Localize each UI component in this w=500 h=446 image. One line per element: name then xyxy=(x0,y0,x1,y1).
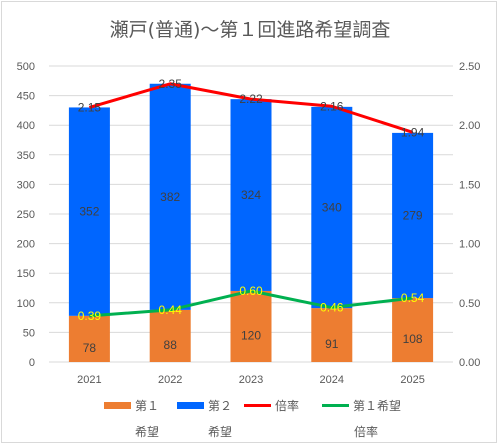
bar-label-second: 324 xyxy=(241,188,261,202)
bar-first-choice xyxy=(68,315,110,362)
y-left-tick-label: 450 xyxy=(17,91,35,103)
y-left-tick-label: 50 xyxy=(23,327,35,339)
legend-swatch-bar xyxy=(177,402,204,409)
bar-second-choice xyxy=(392,132,434,299)
x-tick-label: 2023 xyxy=(239,374,263,386)
bar-label-second: 279 xyxy=(403,208,423,222)
line-label-ratio: 2.35 xyxy=(159,77,183,91)
bars xyxy=(68,83,434,362)
line-label-ratio: 2.22 xyxy=(239,92,263,106)
chart-title: 瀬戸(普通)〜第１回進路希望調査 xyxy=(110,19,391,41)
lines xyxy=(88,82,414,318)
x-tick-label: 2021 xyxy=(77,374,101,386)
line-label-first-ratio: 0.39 xyxy=(78,309,102,323)
bar-first-choice xyxy=(392,298,434,362)
bar-label-second: 352 xyxy=(79,205,99,219)
legend-item: 倍率 xyxy=(244,398,299,413)
y-left-tick-label: 350 xyxy=(17,150,35,162)
y-left-tick-label: 250 xyxy=(17,209,35,221)
y-left-tick-label: 0 xyxy=(29,357,35,369)
y-left-tick-label: 100 xyxy=(17,298,35,310)
bar-label-first: 108 xyxy=(403,332,423,346)
line-label-ratio: 1.94 xyxy=(401,125,425,139)
x-tick-label: 2025 xyxy=(400,374,424,386)
y-right-tick-label: 1.00 xyxy=(459,239,480,251)
line-label-first-ratio: 0.46 xyxy=(320,301,344,315)
bar-label-second: 340 xyxy=(322,200,342,214)
bar-label-first: 88 xyxy=(164,338,178,352)
y-left-tick-label: 200 xyxy=(17,239,35,251)
line-label-first-ratio: 0.60 xyxy=(239,284,263,298)
line-first-ratio xyxy=(89,289,413,318)
bar-first-choice xyxy=(149,309,191,362)
y-left-tick-label: 500 xyxy=(17,61,35,73)
y-right-tick-label: 2.00 xyxy=(459,120,480,132)
legend-label: 第１希望 xyxy=(353,398,401,413)
bar-first-choice xyxy=(230,290,272,362)
line-label-first-ratio: 0.54 xyxy=(401,291,425,305)
bar-label-first: 78 xyxy=(83,341,97,355)
bar-second-choice xyxy=(230,99,272,291)
y-left-tick-label: 400 xyxy=(17,120,35,132)
legend-swatch-bar xyxy=(104,402,131,409)
legend-label: 第２ xyxy=(208,399,232,413)
legend-item: 第１ 希望 xyxy=(104,399,159,439)
line-ratio xyxy=(88,82,414,134)
line-label-first-ratio: 0.44 xyxy=(159,303,183,317)
y-right-tick-label: 2.50 xyxy=(459,61,480,73)
bar-label-first: 120 xyxy=(241,328,261,342)
bar-second-choice xyxy=(68,107,110,316)
y-right-tick-label: 0.50 xyxy=(459,298,480,310)
x-tick-label: 2022 xyxy=(158,374,182,386)
legend-label-line2: 倍率 xyxy=(354,424,378,439)
line-label-ratio: 2.16 xyxy=(320,99,344,113)
y-left-tick-label: 150 xyxy=(17,268,35,280)
data-labels: 78 352 88 382 120 324 91 340 108 279 2.15 2.35 2.22 2… xyxy=(78,77,425,355)
bar-label-first: 91 xyxy=(325,337,339,351)
y-right-tick-label: 1.50 xyxy=(459,179,480,191)
axes: 0 50 100 150 200 250 300 350 400 450 500 0.00 0.50 1.… xyxy=(17,61,481,386)
bar-first-choice xyxy=(311,308,353,362)
legend-label-line2: 希望 xyxy=(208,424,232,439)
legend-label: 第１ xyxy=(135,399,159,413)
y-right-tick-label: 0.00 xyxy=(459,357,480,369)
y-left-tick-label: 300 xyxy=(17,179,35,191)
bar-second-choice xyxy=(311,106,353,309)
line-label-ratio: 2.15 xyxy=(78,100,102,114)
bar-label-second: 382 xyxy=(160,190,180,204)
bar-second-choice xyxy=(149,83,191,310)
legend-item: 第２ 希望 xyxy=(177,399,232,439)
x-tick-label: 2024 xyxy=(320,374,344,386)
legend-label: 倍率 xyxy=(275,398,299,413)
legend-label-line2: 希望 xyxy=(135,424,159,439)
